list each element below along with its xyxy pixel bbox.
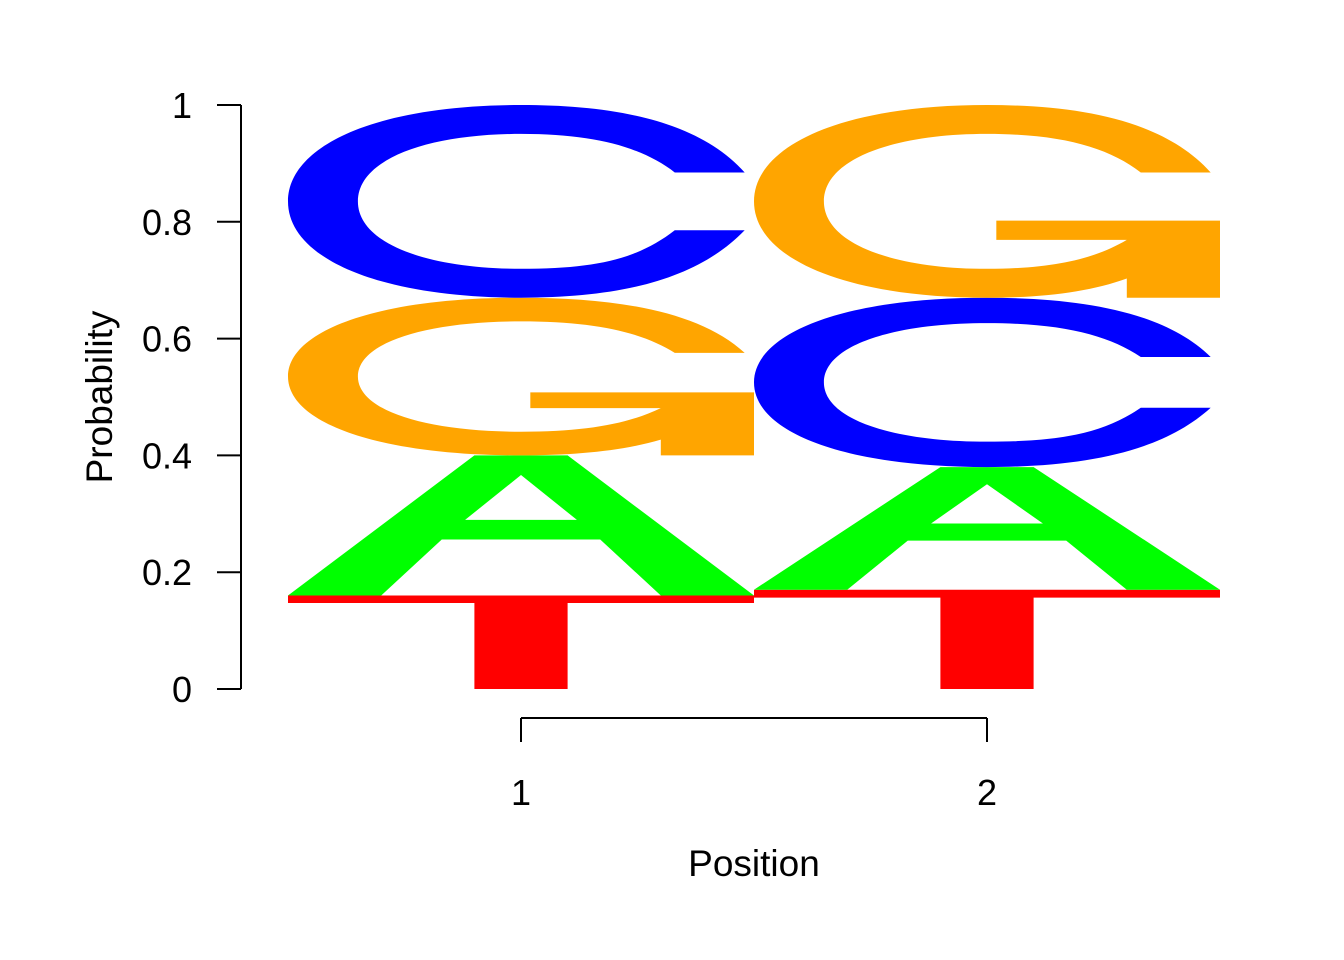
y-tick-label: 0	[172, 669, 192, 710]
letter-A-glyph	[288, 455, 754, 596]
x-tick-label: 1	[511, 772, 531, 813]
letter-A	[754, 467, 1220, 590]
y-tick-label: 0.8	[142, 202, 192, 243]
letter-C-glyph	[754, 297, 1211, 468]
letter-T-glyph	[288, 595, 754, 689]
y-axis-title: Probability	[79, 310, 120, 483]
letter-C	[288, 105, 745, 298]
x-tick-label: 2	[977, 772, 997, 813]
letter-G-glyph	[754, 105, 1220, 298]
letter-T	[754, 589, 1220, 689]
letter-G	[288, 297, 754, 456]
stack-position-1	[288, 105, 754, 689]
letter-T	[288, 595, 754, 689]
y-tick-label: 0.4	[142, 435, 192, 476]
letter-A	[288, 455, 754, 596]
y-tick-label: 1	[172, 85, 192, 126]
letter-A-glyph	[754, 467, 1220, 590]
logo-stacks	[288, 105, 1220, 689]
letter-G	[754, 105, 1220, 298]
letter-C-glyph	[288, 105, 745, 298]
y-tick-label: 0.2	[142, 552, 192, 593]
y-axis: 0 0.2 0.4 0.6 0.8 1	[142, 85, 242, 710]
letter-T-glyph	[754, 589, 1220, 689]
letter-C	[754, 297, 1211, 468]
stack-position-2	[754, 105, 1220, 689]
x-axis-title: Position	[688, 843, 820, 884]
letter-G-glyph	[288, 297, 754, 456]
y-tick-label: 0.6	[142, 319, 192, 360]
